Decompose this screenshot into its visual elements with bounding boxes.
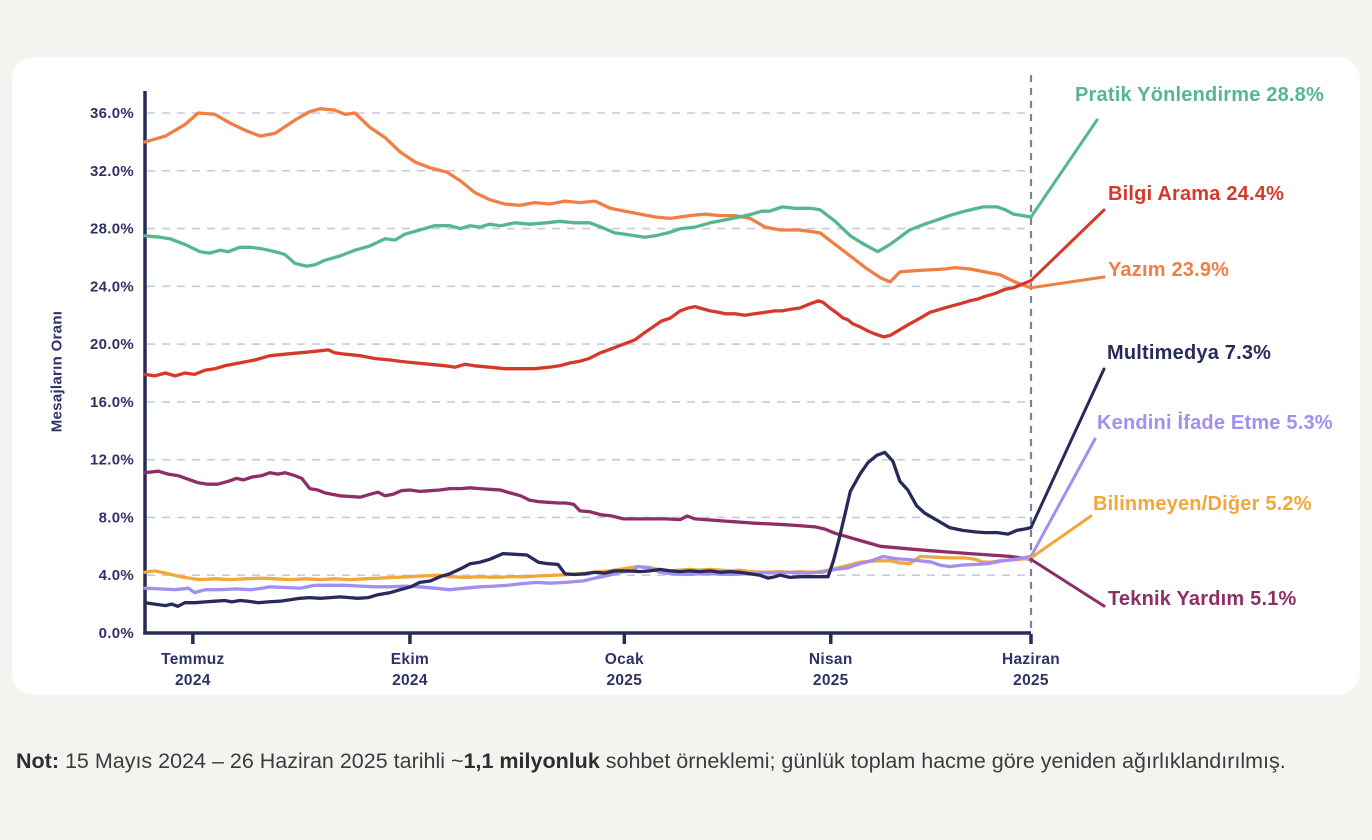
footnote-bold-sample-size: 1,1 milyonluk (463, 749, 600, 773)
series-line-pratik-yonlendirme (143, 205, 1033, 268)
x-tick-month-label: Haziran (1002, 651, 1060, 668)
leader-line-bilinmeyen-diger (1029, 514, 1093, 560)
y-tick-label: 12.0% (90, 452, 134, 469)
series-line-multimedya (143, 450, 1033, 608)
series-line-teknik-yardim (143, 469, 1033, 561)
x-tick-month-label: Temmuz (161, 651, 225, 668)
x-tick-year-label: 2024 (175, 672, 211, 689)
series-line-bilgi-arama (143, 278, 1033, 378)
series-label-bilinmeyen-diger: Bilinmeyen/Diğer 5.2% (1093, 493, 1312, 515)
x-tick-year-label: 2025 (813, 672, 849, 689)
leader-line-teknik-yardim (1029, 557, 1106, 608)
series-line-yazim (143, 107, 1033, 290)
leader-line-bilgi-arama (1029, 208, 1106, 283)
series-label-teknik-yardim: Teknik Yardım 5.1% (1108, 588, 1297, 610)
footnote: Not: 15 Mayıs 2024 – 26 Haziran 2025 tar… (16, 744, 1296, 779)
y-tick-label: 0.0% (99, 625, 134, 642)
y-tick-label: 36.0% (90, 105, 134, 122)
x-tick-year-label: 2025 (1013, 672, 1049, 689)
series-label-multimedya: Multimedya 7.3% (1107, 342, 1272, 364)
leader-line-multimedya (1029, 367, 1106, 530)
series-line-bilinmeyen-diger (143, 554, 1033, 582)
x-tick-year-label: 2025 (606, 672, 642, 689)
leader-line-yazim (1029, 275, 1106, 290)
y-tick-label: 4.0% (99, 567, 134, 584)
leader-line-pratik-yonlendirme (1029, 118, 1099, 219)
y-tick-label: 20.0% (90, 336, 134, 353)
x-tick-month-label: Ekim (391, 651, 429, 668)
y-tick-label: 16.0% (90, 394, 134, 411)
series-label-pratik-yonlendirme: Pratik Yönlendirme 28.8% (1075, 84, 1324, 106)
x-tick-year-label: 2024 (392, 672, 428, 689)
x-tick-month-label: Ocak (605, 651, 644, 668)
footnote-text-2: sohbet örneklemi; günlük toplam hacme gö… (599, 749, 1286, 773)
leader-line-kendini-ifade-etme (1029, 437, 1097, 558)
footnote-text-1: 15 Mayıs 2024 – 26 Haziran 2025 tarihli … (58, 749, 464, 773)
x-tick-month-label: Nisan (809, 651, 853, 668)
chart-card: Mesajların Oranı 0.0% 4.0% 8.0% 12.0% 16.0% 2… (12, 57, 1360, 695)
y-tick-label: 24.0% (90, 278, 134, 295)
y-tick-label: 8.0% (99, 509, 134, 526)
y-tick-label: 32.0% (90, 163, 134, 180)
footnote-prefix: Not: (16, 749, 59, 773)
series-label-yazim: Yazım 23.9% (1108, 259, 1230, 281)
y-tick-label: 28.0% (90, 221, 134, 238)
series-label-kendini-ifade-etme: Kendini İfade Etme 5.3% (1097, 412, 1333, 434)
line-chart: 0.0% 4.0% 8.0% 12.0% 16.0% 20.0% 24.0% 28.0% 32.… (90, 75, 1106, 689)
series-label-bilgi-arama: Bilgi Arama 24.4% (1108, 183, 1285, 205)
